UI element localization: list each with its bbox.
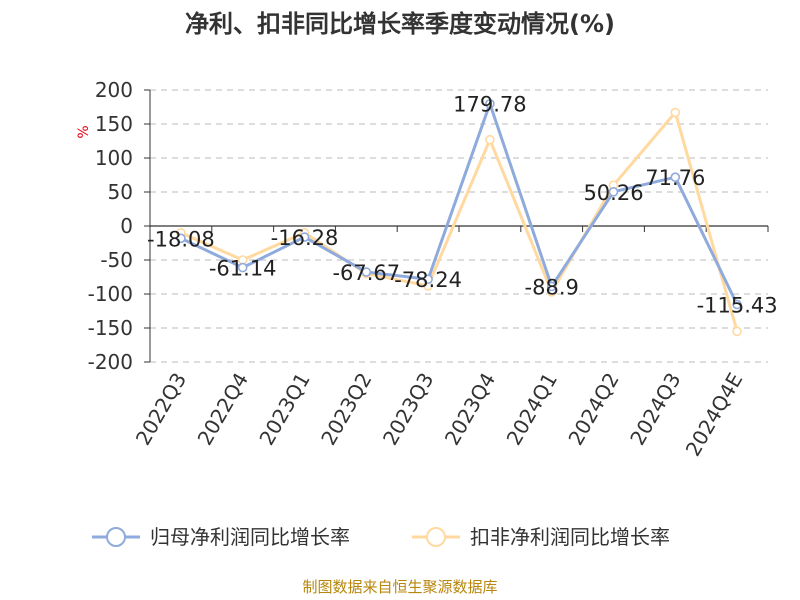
- x-tick-label: 2023Q1: [254, 369, 314, 450]
- y-tick-label: 200: [95, 78, 133, 102]
- data-label: -88.9: [525, 275, 579, 299]
- y-tick-label: 150: [95, 112, 133, 136]
- data-label: -78.24: [394, 268, 462, 292]
- data-point: [485, 98, 495, 109]
- data-label: 71.76: [645, 166, 705, 190]
- data-label: -18.08: [147, 227, 215, 251]
- x-tick-label: 2024Q1: [502, 369, 562, 450]
- data-point: [608, 187, 619, 197]
- y-tick-label: -200: [88, 350, 133, 374]
- y-tick-label: -150: [88, 316, 133, 340]
- x-tick-label: 2024Q4E: [681, 369, 748, 461]
- data-point: [361, 267, 372, 277]
- y-axis-unit: %: [76, 125, 92, 138]
- data-point: [732, 299, 742, 310]
- data-label: -67.67: [332, 261, 400, 285]
- chart-title: 净利、扣非同比增长率季度变动情况(%): [185, 10, 615, 38]
- x-tick-label: 2022Q4: [193, 369, 253, 450]
- data-point: [485, 134, 495, 145]
- legend: 归母净利润同比增长率 扣非净利润同比增长率: [92, 525, 670, 549]
- data-point: [237, 262, 248, 273]
- y-tick-label: 50: [108, 180, 133, 204]
- legend-marker-1: [106, 527, 126, 547]
- data-point: [299, 232, 310, 242]
- series-line-2: [180, 110, 739, 332]
- data-point: [176, 233, 186, 244]
- y-tick-label: -100: [88, 282, 133, 306]
- y-tick-label: 100: [95, 146, 133, 170]
- data-labels: -18.08 -61.14 -16.28 -67.67-78.24 179.78 -88.…: [147, 93, 778, 318]
- x-tick-label: 2024Q2: [563, 369, 623, 450]
- x-tick-label: 2023Q2: [316, 369, 376, 450]
- legend-label-2: 扣非净利润同比增长率: [470, 525, 670, 549]
- data-point: [670, 172, 681, 183]
- data-label: -115.43: [697, 293, 778, 317]
- x-tick-label: 2023Q4: [440, 369, 500, 450]
- x-tick-label: 2022Q3: [131, 369, 191, 450]
- data-label: -16.28: [271, 226, 339, 250]
- x-tick-label: 2023Q3: [378, 368, 438, 449]
- legend-label-1: 归母净利润同比增长率: [150, 525, 350, 549]
- data-label: 50.26: [583, 181, 643, 205]
- data-label: 179.78: [453, 93, 526, 117]
- x-tick-label: 2024Q3: [625, 369, 685, 450]
- legend-marker-2: [426, 527, 446, 547]
- data-label: -61.14: [209, 257, 277, 281]
- data-point: [423, 274, 433, 285]
- series-layer: [176, 98, 742, 337]
- data-point: [546, 281, 557, 292]
- source-note: 制图数据来自恒生聚源数据库: [302, 578, 497, 596]
- data-point: [732, 326, 742, 337]
- y-tick-label: 0: [120, 214, 133, 238]
- data-point: [670, 107, 681, 118]
- y-tick-label: -50: [100, 248, 133, 272]
- series-line-1: [180, 102, 739, 306]
